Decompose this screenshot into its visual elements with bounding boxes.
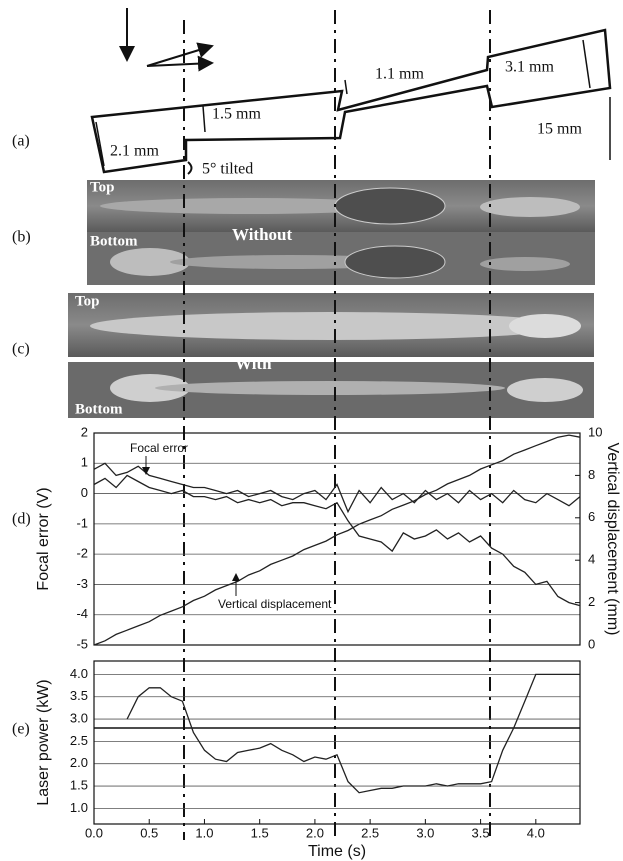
y-tick-label: 3.0 xyxy=(70,710,88,725)
dim-arrow xyxy=(202,105,206,133)
x-tick-label: 0.0 xyxy=(85,825,103,840)
plot-frame xyxy=(93,432,581,646)
photo-label: Top xyxy=(75,293,99,309)
arrow xyxy=(146,42,214,67)
x-tick-label: 4.0 xyxy=(527,825,545,840)
photo-label: Top xyxy=(90,179,114,195)
y-tick-label: -4 xyxy=(76,606,88,621)
y-tick-label: 3.5 xyxy=(70,688,88,703)
y-tick-label: -3 xyxy=(76,576,88,591)
y2-tick-label: 6 xyxy=(588,509,595,524)
tilt-label: 5° tilted xyxy=(202,161,253,178)
x-tick-label: 2.5 xyxy=(361,825,379,840)
y-tick-label: -2 xyxy=(76,546,88,561)
y2-tick-label: 10 xyxy=(588,424,602,439)
dim-arrow xyxy=(582,39,591,89)
dim-label: 2.1 mm xyxy=(110,143,159,160)
y-tick-label: 2.0 xyxy=(70,755,88,770)
photo xyxy=(68,293,594,418)
y-tick-label: 2 xyxy=(81,424,88,439)
dim-label: 3.1 mm xyxy=(505,59,554,76)
panel-label: (c) xyxy=(12,341,30,358)
x-axis-label: Time (s) xyxy=(308,843,366,860)
x-tick-label: 2.0 xyxy=(306,825,324,840)
y-tick-label: 1.0 xyxy=(70,800,88,815)
panel-label: (b) xyxy=(12,229,31,246)
x-tick-label: 3.5 xyxy=(472,825,490,840)
series-line xyxy=(93,462,581,514)
dim-label: 1.5 mm xyxy=(212,106,261,123)
y-tick-label: 1.5 xyxy=(70,777,88,792)
panel-label: (e) xyxy=(12,721,30,738)
y-axis-label: Laser power (kW) xyxy=(35,679,52,805)
dim-label: 15 mm xyxy=(537,121,582,138)
photo xyxy=(87,180,595,285)
y2-tick-label: 0 xyxy=(588,636,595,651)
series-annotation: Vertical displacement xyxy=(218,597,332,611)
x-tick-label: 1.0 xyxy=(195,825,213,840)
series-annotation: Focal error xyxy=(130,441,188,455)
y2-tick-label: 4 xyxy=(588,552,595,567)
series-line xyxy=(93,434,581,646)
series-line xyxy=(126,673,580,794)
y-axis-label: Focal error (V) xyxy=(35,487,52,590)
panel-label: (a) xyxy=(12,133,30,150)
x-tick-label: 0.5 xyxy=(140,825,158,840)
photo-label: Bottom xyxy=(90,233,138,249)
y-tick-label: 0 xyxy=(81,485,88,500)
plot-frame xyxy=(93,660,581,825)
dim-label: 1.1 mm xyxy=(375,66,424,83)
photo-label: With xyxy=(235,354,272,373)
photo-label: Without xyxy=(232,225,292,244)
y2-tick-label: 8 xyxy=(588,467,595,482)
x-tick-label: 1.5 xyxy=(251,825,269,840)
workpiece xyxy=(90,28,612,174)
dim-arrow xyxy=(95,121,105,167)
series-line xyxy=(93,474,581,607)
y2-tick-label: 2 xyxy=(588,594,595,609)
y2-axis-label: Vertical displacement (mm) xyxy=(604,443,621,636)
diagram xyxy=(90,8,612,175)
y-tick-label: 4.0 xyxy=(70,666,88,681)
x-tick-label: 3.0 xyxy=(416,825,434,840)
tilt-mark xyxy=(187,161,193,175)
y-tick-label: -1 xyxy=(76,515,88,530)
panel-label: (d) xyxy=(12,511,31,528)
y-tick-label: -5 xyxy=(76,636,88,651)
y-tick-label: 1 xyxy=(81,455,88,470)
dim-arrow xyxy=(344,79,348,95)
arrow xyxy=(146,55,214,72)
photo-label: Bottom xyxy=(75,401,123,417)
y-tick-label: 2.5 xyxy=(70,733,88,748)
